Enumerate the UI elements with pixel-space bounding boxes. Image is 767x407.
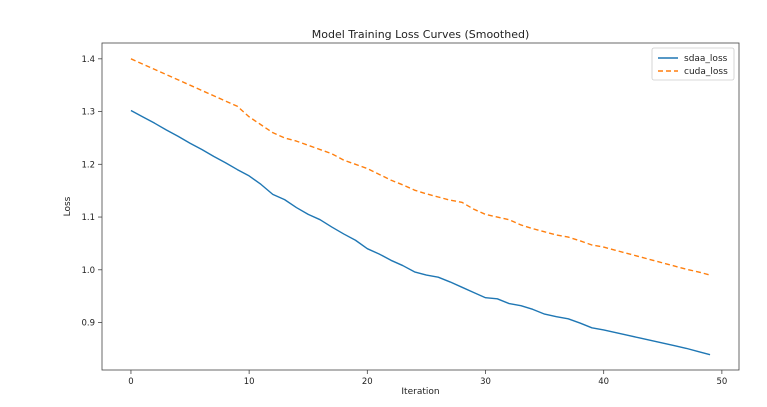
- legend-box: [651, 47, 735, 81]
- y-tick-label: 1.1: [81, 213, 95, 223]
- y-tick-label: 0.9: [81, 319, 95, 329]
- x-tick-label: 20: [362, 377, 373, 387]
- series-lines: [130, 58, 711, 356]
- plot-area-frame: [101, 42, 740, 371]
- y-axis: 0.9 1.0 1.1 1.2 1.3 1.4: [81, 55, 102, 329]
- x-tick-label: 10: [244, 377, 255, 387]
- chart-title: Model Training Loss Curves (Smoothed): [312, 28, 530, 41]
- x-tick-label: 0: [128, 377, 133, 387]
- y-tick-label: 1.2: [81, 160, 95, 170]
- series-line-sdaa-loss: [130, 109, 711, 356]
- x-tick-label: 50: [716, 377, 727, 387]
- y-tick-label: 1.3: [81, 108, 95, 118]
- x-axis: 0 10 20 30 40 50: [128, 370, 727, 387]
- y-tick-label: 1.4: [81, 55, 95, 65]
- x-axis-label: Iteration: [401, 387, 439, 397]
- legend-label: sdaa_loss: [684, 54, 728, 64]
- y-axis-label: Loss: [63, 196, 73, 216]
- legend-label: cuda_loss: [684, 67, 728, 77]
- series-line-cuda-loss: [130, 58, 711, 276]
- legend: sdaa_loss cuda_loss: [651, 47, 735, 81]
- y-tick-label: 1.0: [81, 266, 95, 276]
- x-tick-label: 30: [480, 377, 491, 387]
- x-tick-label: 40: [598, 377, 609, 387]
